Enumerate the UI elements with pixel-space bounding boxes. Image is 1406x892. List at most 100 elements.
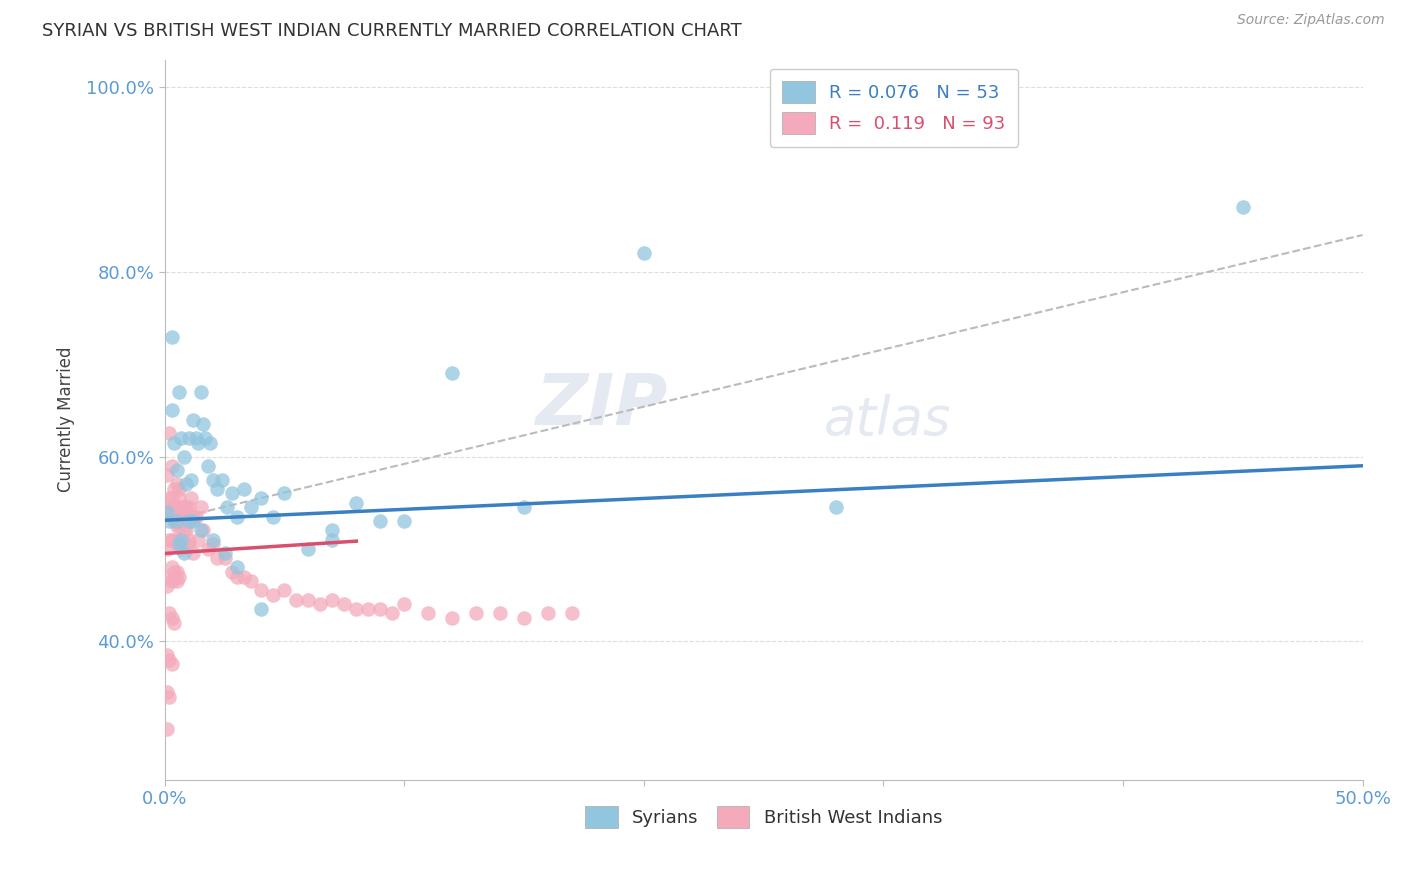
Point	[394, 597, 416, 611]
Point	[183, 509, 205, 524]
Point	[174, 477, 197, 491]
Point	[225, 569, 247, 583]
Point	[513, 500, 536, 515]
Text: SYRIAN VS BRITISH WEST INDIAN CURRENTLY MARRIED CORRELATION CHART: SYRIAN VS BRITISH WEST INDIAN CURRENTLY …	[42, 22, 742, 40]
Point	[180, 509, 202, 524]
Text: atlas: atlas	[824, 393, 950, 446]
Point	[561, 607, 583, 621]
Point	[159, 652, 181, 666]
Point	[214, 546, 236, 560]
Point	[166, 514, 188, 528]
Point	[160, 491, 183, 505]
Point	[232, 482, 254, 496]
Point	[160, 560, 183, 574]
Point	[441, 611, 464, 625]
Point	[191, 417, 214, 432]
Point	[160, 533, 183, 547]
Text: Source: ZipAtlas.com: Source: ZipAtlas.com	[1237, 13, 1385, 28]
Point	[156, 722, 179, 736]
Point	[207, 551, 229, 566]
Point	[368, 602, 391, 616]
Point	[160, 509, 183, 524]
Point	[173, 500, 195, 515]
Point	[201, 473, 224, 487]
Point	[215, 500, 238, 515]
Point	[197, 541, 219, 556]
Point	[333, 597, 356, 611]
Point	[170, 533, 193, 547]
Point	[159, 533, 181, 547]
Point	[297, 592, 319, 607]
Point	[166, 518, 188, 533]
Point	[191, 524, 214, 538]
Point	[187, 435, 209, 450]
Point	[180, 491, 202, 505]
Point	[167, 533, 190, 547]
Point	[297, 541, 319, 556]
Point	[211, 473, 233, 487]
Point	[321, 592, 343, 607]
Point	[159, 514, 181, 528]
Point	[156, 685, 179, 699]
Point	[190, 524, 212, 538]
Point	[394, 514, 416, 528]
Point	[163, 615, 186, 630]
Point	[156, 648, 179, 662]
Point	[225, 560, 247, 574]
Point	[166, 574, 188, 589]
Point	[262, 509, 284, 524]
Point	[249, 583, 271, 598]
Point	[262, 588, 284, 602]
Point	[177, 500, 200, 515]
Point	[321, 524, 343, 538]
Point	[167, 569, 190, 583]
Point	[225, 509, 247, 524]
Point	[221, 486, 243, 500]
Point	[156, 505, 179, 519]
Point	[418, 607, 440, 621]
Point	[163, 482, 186, 496]
Point	[368, 514, 391, 528]
Point	[156, 468, 179, 483]
Point	[160, 329, 183, 343]
Point	[207, 482, 229, 496]
Point	[159, 500, 181, 515]
Point	[194, 431, 217, 445]
Point	[163, 569, 186, 583]
Point	[190, 500, 212, 515]
Point	[174, 537, 197, 551]
Point	[1232, 200, 1254, 214]
Point	[173, 514, 195, 528]
Point	[159, 569, 181, 583]
Point	[183, 546, 205, 560]
Point	[159, 690, 181, 704]
Point	[163, 500, 186, 515]
Point	[166, 477, 188, 491]
Point	[489, 607, 512, 621]
Point	[163, 514, 186, 528]
Point	[170, 505, 193, 519]
Point	[221, 565, 243, 579]
Point	[357, 602, 380, 616]
Point	[174, 524, 197, 538]
Point	[167, 491, 190, 505]
Point	[167, 384, 190, 399]
Point	[201, 537, 224, 551]
Point	[633, 246, 655, 260]
Point	[177, 514, 200, 528]
Point	[273, 486, 295, 500]
Point	[513, 611, 536, 625]
Y-axis label: Currently Married: Currently Married	[58, 347, 75, 492]
Point	[166, 537, 188, 551]
Point	[156, 579, 179, 593]
Point	[173, 546, 195, 560]
Point	[166, 500, 188, 515]
Point	[232, 569, 254, 583]
Point	[159, 607, 181, 621]
Point	[381, 607, 404, 621]
Point	[166, 463, 188, 477]
Point	[190, 384, 212, 399]
Point	[173, 450, 195, 464]
Point	[824, 500, 846, 515]
Point	[173, 537, 195, 551]
